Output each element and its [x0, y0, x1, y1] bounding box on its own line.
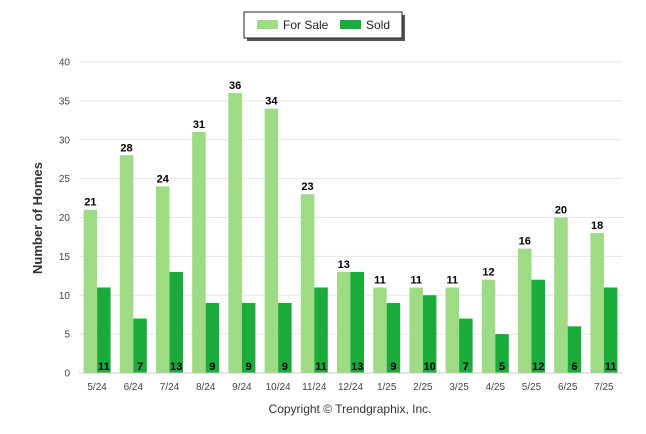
bar-for-sale — [156, 186, 170, 373]
y-tick-label: 0 — [64, 369, 70, 380]
bar-sold — [495, 334, 509, 373]
data-label-sold: 5 — [499, 361, 505, 373]
bar-sold — [422, 295, 437, 373]
x-tick-label: 3/25 — [449, 382, 469, 393]
data-label-for-sale: 20 — [555, 205, 567, 217]
bar-sold — [241, 303, 256, 373]
x-tick-label: 5/24 — [87, 382, 107, 393]
x-tick-label: 1/25 — [377, 382, 397, 393]
x-tick-label: 9/24 — [232, 382, 252, 393]
x-tick-label: 6/25 — [558, 382, 578, 393]
footer-copyright: Copyright © Trendgraphix, Inc. — [269, 402, 432, 416]
data-label-for-sale: 28 — [120, 142, 132, 154]
bar-sold — [531, 279, 545, 373]
data-labels: 21 11 28 7 24 13 31 9 36 9 34 9 23 11 13 13 11 9 11 10 11 7 12… — [84, 80, 616, 373]
data-label-sold: 11 — [605, 361, 617, 373]
x-tick-label: 4/25 — [486, 382, 506, 393]
data-label-for-sale: 11 — [374, 274, 386, 286]
data-label-for-sale: 13 — [338, 259, 350, 271]
data-label-for-sale: 11 — [410, 274, 422, 286]
x-axis-ticks: 5/24 6/24 7/24 8/24 9/24 10/24 11/24 12/24 1/25 2… — [87, 382, 614, 393]
bar-sold — [459, 318, 473, 373]
y-tick-label: 20 — [59, 213, 71, 224]
x-tick-label: 12/24 — [338, 382, 363, 393]
data-label-sold: 13 — [170, 361, 182, 373]
bar-sold — [386, 303, 401, 373]
y-axis-title: Number of Homes — [30, 162, 45, 274]
bar-for-sale — [481, 279, 496, 373]
bar-for-sale — [445, 287, 460, 373]
x-tick-label: 5/25 — [522, 382, 542, 393]
bar-for-sale — [373, 287, 387, 373]
data-label-for-sale: 16 — [519, 236, 531, 248]
data-label-sold: 10 — [424, 361, 436, 373]
data-label-sold: 7 — [137, 361, 143, 373]
bar-for-sale — [590, 233, 604, 373]
data-label-sold: 9 — [209, 361, 215, 373]
bar-for-sale — [119, 155, 134, 373]
data-label-sold: 13 — [351, 361, 363, 373]
data-label-sold: 11 — [315, 361, 327, 373]
y-tick-label: 30 — [59, 135, 71, 146]
bar-sold — [603, 287, 618, 373]
y-tick-label: 10 — [59, 291, 71, 302]
data-label-for-sale: 36 — [229, 80, 241, 92]
bar-for-sale — [409, 287, 423, 373]
data-label-sold: 6 — [571, 361, 577, 373]
x-tick-label: 11/24 — [302, 382, 327, 393]
data-label-sold: 9 — [390, 361, 396, 373]
data-label-for-sale: 24 — [157, 173, 170, 185]
bar-for-sale — [83, 209, 98, 373]
bar-for-sale — [300, 194, 315, 373]
bar-for-sale — [228, 93, 242, 373]
bar-sold — [314, 287, 328, 373]
data-label-sold: 9 — [246, 361, 252, 373]
data-label-sold: 7 — [463, 361, 469, 373]
data-label-for-sale: 12 — [482, 267, 494, 279]
bar-sold — [133, 318, 147, 373]
y-tick-label: 25 — [59, 174, 71, 185]
x-tick-label: 6/24 — [124, 382, 144, 393]
y-axis-ticks: 0 5 10 15 20 25 30 35 40 — [59, 58, 71, 380]
data-label-sold: 11 — [98, 361, 110, 373]
x-tick-label: 7/24 — [160, 382, 180, 393]
bar-sold — [567, 326, 582, 373]
data-label-for-sale: 18 — [591, 220, 603, 232]
y-tick-label: 40 — [59, 58, 71, 69]
x-tick-label: 8/24 — [196, 382, 216, 393]
bar-sold — [278, 303, 292, 373]
bar-for-sale — [554, 217, 568, 373]
y-tick-label: 35 — [59, 96, 71, 107]
legend-swatch-sold — [340, 20, 361, 29]
data-label-for-sale: 34 — [265, 96, 278, 108]
data-label-for-sale: 21 — [84, 197, 96, 209]
bar-sold — [350, 271, 364, 373]
legend-label-sold: Sold — [366, 18, 390, 32]
legend: For Sale Sold — [243, 11, 405, 41]
bars — [83, 93, 618, 374]
legend-swatch-for-sale — [257, 20, 278, 29]
bar-for-sale — [192, 131, 206, 373]
bar-sold — [205, 303, 220, 373]
data-label-sold: 9 — [282, 361, 288, 373]
data-label-for-sale: 11 — [447, 274, 459, 286]
y-tick-label: 15 — [59, 252, 71, 263]
x-tick-label: 2/25 — [413, 382, 433, 393]
x-tick-label: 7/25 — [594, 382, 614, 393]
data-label-for-sale: 23 — [301, 181, 313, 193]
y-tick-label: 5 — [64, 330, 70, 341]
bar-for-sale — [264, 108, 279, 374]
bar-for-sale — [337, 271, 351, 373]
bar-sold — [97, 287, 111, 373]
bar-for-sale — [518, 248, 532, 373]
x-tick-label: 10/24 — [266, 382, 291, 393]
data-label-sold: 12 — [532, 361, 544, 373]
legend-label-for-sale: For Sale — [283, 18, 329, 32]
data-label-for-sale: 31 — [193, 119, 205, 131]
bar-sold — [169, 271, 183, 373]
